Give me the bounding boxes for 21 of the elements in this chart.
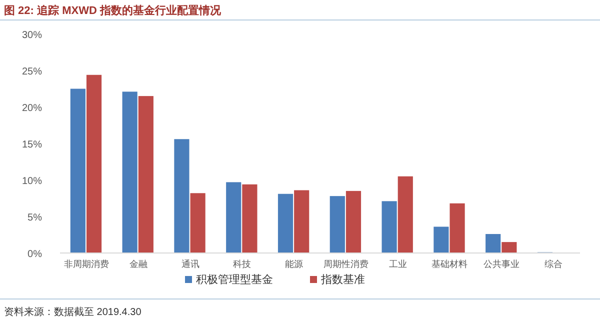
x-tick-label: 通讯 xyxy=(181,259,200,269)
y-tick-label: 30% xyxy=(22,30,42,41)
y-tick-label: 5% xyxy=(28,212,42,224)
x-tick-label: 基础材料 xyxy=(432,259,468,269)
x-tick-label: 非周期消费 xyxy=(64,259,109,269)
y-tick-label: 10% xyxy=(22,176,42,187)
y-tick-label: 15% xyxy=(22,140,42,150)
x-tick-label: 工业 xyxy=(388,259,407,269)
x-tick-label: 能源 xyxy=(285,259,304,269)
x-tick-label: 综合 xyxy=(544,259,563,269)
x-tick-label: 科技 xyxy=(233,259,252,269)
y-tick-label: 20% xyxy=(22,103,42,114)
x-tick-label: 周期性消费 xyxy=(323,259,368,269)
x-tick-label: 金融 xyxy=(129,259,148,269)
legend-label: 指数基准 xyxy=(320,273,365,286)
legend-label: 积极管理型基金 xyxy=(196,273,273,286)
text: 资料来源：数据截至 2019.4.30 xyxy=(4,306,142,318)
chart-title: 图 22: 追踪 MXWD 指数的基金行业配置情况 xyxy=(4,4,222,17)
y-tick-label: 25% xyxy=(22,66,42,78)
x-tick-label: 公共事业 xyxy=(484,259,520,269)
y-tick-label: 0% xyxy=(28,249,42,260)
